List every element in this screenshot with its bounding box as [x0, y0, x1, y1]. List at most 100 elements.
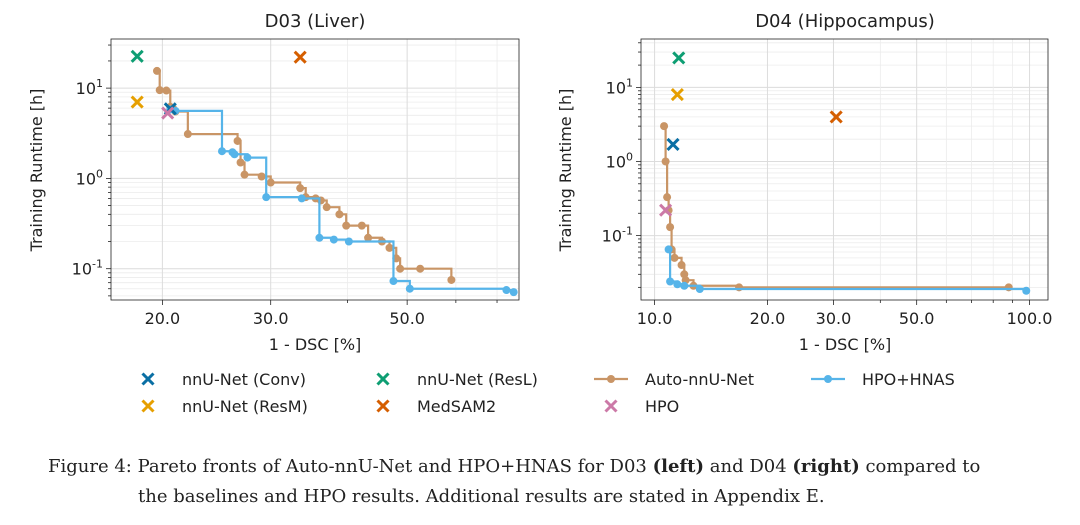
- legend-label: nnU-Net (ResM): [182, 397, 308, 416]
- data-point: [357, 221, 366, 230]
- data-point: [385, 243, 394, 252]
- x-tick-label: 30.0: [253, 309, 289, 328]
- data-point: [162, 86, 171, 95]
- series-line: [170, 108, 515, 293]
- series-hpo-hnas: [166, 105, 518, 297]
- baseline-markers: [130, 49, 307, 120]
- data-point: [155, 86, 164, 95]
- y-tick-label: 10-1: [72, 258, 103, 279]
- data-point: [152, 66, 161, 75]
- axis-ticks: 20.0 30.0 50.0 10-1 100 101: [72, 44, 498, 328]
- series-auto-nnu-net: [152, 66, 456, 284]
- data-point: [670, 253, 679, 262]
- data-point: [257, 172, 266, 181]
- legend-swatch-stroke-b: [604, 399, 618, 413]
- legend-item-nnu-net-conv: nnU-Net (Conv): [141, 370, 306, 389]
- data-point: [296, 184, 305, 193]
- legend-label: nnU-Net (ResL): [417, 370, 538, 389]
- legend-label: MedSAM2: [417, 397, 496, 416]
- baseline-nnu-net-resm-marker-stroke-b: [670, 88, 684, 102]
- legend-dot: [607, 375, 615, 383]
- baseline-hpo-marker-stroke-b: [161, 106, 175, 120]
- legend-swatch-stroke-b: [376, 399, 390, 413]
- legend-swatch-stroke-b: [141, 372, 155, 386]
- y-tick-exponent: 1: [626, 76, 633, 89]
- caption-and: and D04: [709, 456, 787, 477]
- data-point: [364, 233, 373, 242]
- legend-label: nnU-Net (Conv): [182, 370, 306, 389]
- series-line: [668, 248, 1028, 291]
- legend-label: Auto-nnU-Net: [645, 370, 754, 389]
- baseline-medsam2-marker: [829, 110, 843, 124]
- data-point: [342, 221, 351, 230]
- baseline-nnu-net-resl-marker: [672, 51, 686, 65]
- y-tick-label: 10-1: [602, 225, 633, 246]
- baseline-nnu-net-resl-marker-stroke-b: [672, 51, 686, 65]
- data-point: [183, 130, 192, 139]
- legend-item-auto-nnu-net: Auto-nnU-Net: [594, 370, 754, 389]
- data-point: [344, 237, 353, 246]
- legend-swatch: [604, 399, 618, 413]
- series-line: [664, 125, 1009, 289]
- plot-frame: [110, 38, 520, 301]
- y-tick-label: 100: [76, 167, 103, 188]
- chart-title: D03 (Liver): [265, 11, 366, 32]
- baseline-nnu-net-resl-marker-stroke-b: [130, 49, 144, 63]
- y-tick-label: 101: [606, 76, 633, 97]
- data-point: [660, 122, 669, 131]
- legend-item-nnu-net-resl: nnU-Net (ResL): [376, 370, 538, 389]
- y-tick-label: 100: [606, 150, 633, 171]
- y-tick-exponent: -1: [92, 258, 103, 271]
- data-point: [695, 285, 704, 294]
- plot-frame: [640, 38, 1049, 301]
- legend: nnU-Net (Conv) nnU-Net (ResL) Auto-nnU-Net…: [141, 370, 955, 416]
- y-axis-label: Training Runtime [h]: [556, 89, 575, 253]
- data-point: [329, 235, 338, 244]
- series-layer: [152, 66, 518, 297]
- data-point: [335, 210, 344, 219]
- baseline-hpo-marker: [659, 203, 673, 217]
- x-tick-label: 50.0: [389, 309, 425, 328]
- grid-lines: [111, 39, 519, 300]
- legend-swatch: [141, 399, 155, 413]
- y-axis-label: Training Runtime [h]: [27, 89, 46, 253]
- caption-left: (left): [652, 456, 705, 477]
- baseline-nnu-net-resm-marker-stroke-b: [130, 95, 144, 109]
- x-tick-label: 20.0: [145, 309, 181, 328]
- x-axis-label: 1 - DSC [%]: [269, 335, 362, 354]
- figure-caption: Figure 4: Pareto fronts of Auto-nnU-Net …: [48, 452, 1048, 512]
- data-point: [315, 233, 324, 242]
- data-point: [322, 203, 331, 212]
- legend-label: HPO: [645, 397, 679, 416]
- legend-swatch: [376, 399, 390, 413]
- series-layer: [660, 122, 1031, 295]
- legend-swatch: [141, 372, 155, 386]
- data-point: [416, 264, 425, 273]
- caption-line-2: the baselines and HPO results. Additiona…: [138, 486, 825, 507]
- y-tick-label: 101: [76, 77, 103, 98]
- caption-right: (right): [792, 456, 860, 477]
- legend-item-hpo: HPO: [604, 397, 679, 416]
- legend-dot: [824, 375, 832, 383]
- data-point: [297, 194, 306, 203]
- data-point: [243, 153, 252, 162]
- series-auto-nnu-net: [660, 122, 1013, 292]
- grid-lines: [641, 39, 1048, 300]
- x-tick-label: 20.0: [750, 309, 786, 328]
- data-point: [666, 277, 675, 286]
- baseline-markers: [659, 51, 843, 217]
- caption-text-2: compared to: [865, 456, 981, 477]
- data-point: [673, 280, 682, 289]
- y-tick-exponent: 0: [626, 150, 633, 163]
- data-point: [677, 261, 686, 270]
- data-point: [262, 193, 271, 202]
- chart-d03: 20.0 30.0 50.0 10-1 100 101 D03 (Liver) 1 - D…: [27, 11, 520, 354]
- y-tick-exponent: -1: [622, 225, 633, 238]
- x-tick-label: 30.0: [816, 309, 852, 328]
- baseline-medsam2-marker: [293, 50, 307, 64]
- series-hpo-hnas: [664, 245, 1031, 295]
- baseline-medsam2-marker-stroke-b: [829, 110, 843, 124]
- data-point: [230, 150, 239, 159]
- legend-swatch-stroke-b: [141, 399, 155, 413]
